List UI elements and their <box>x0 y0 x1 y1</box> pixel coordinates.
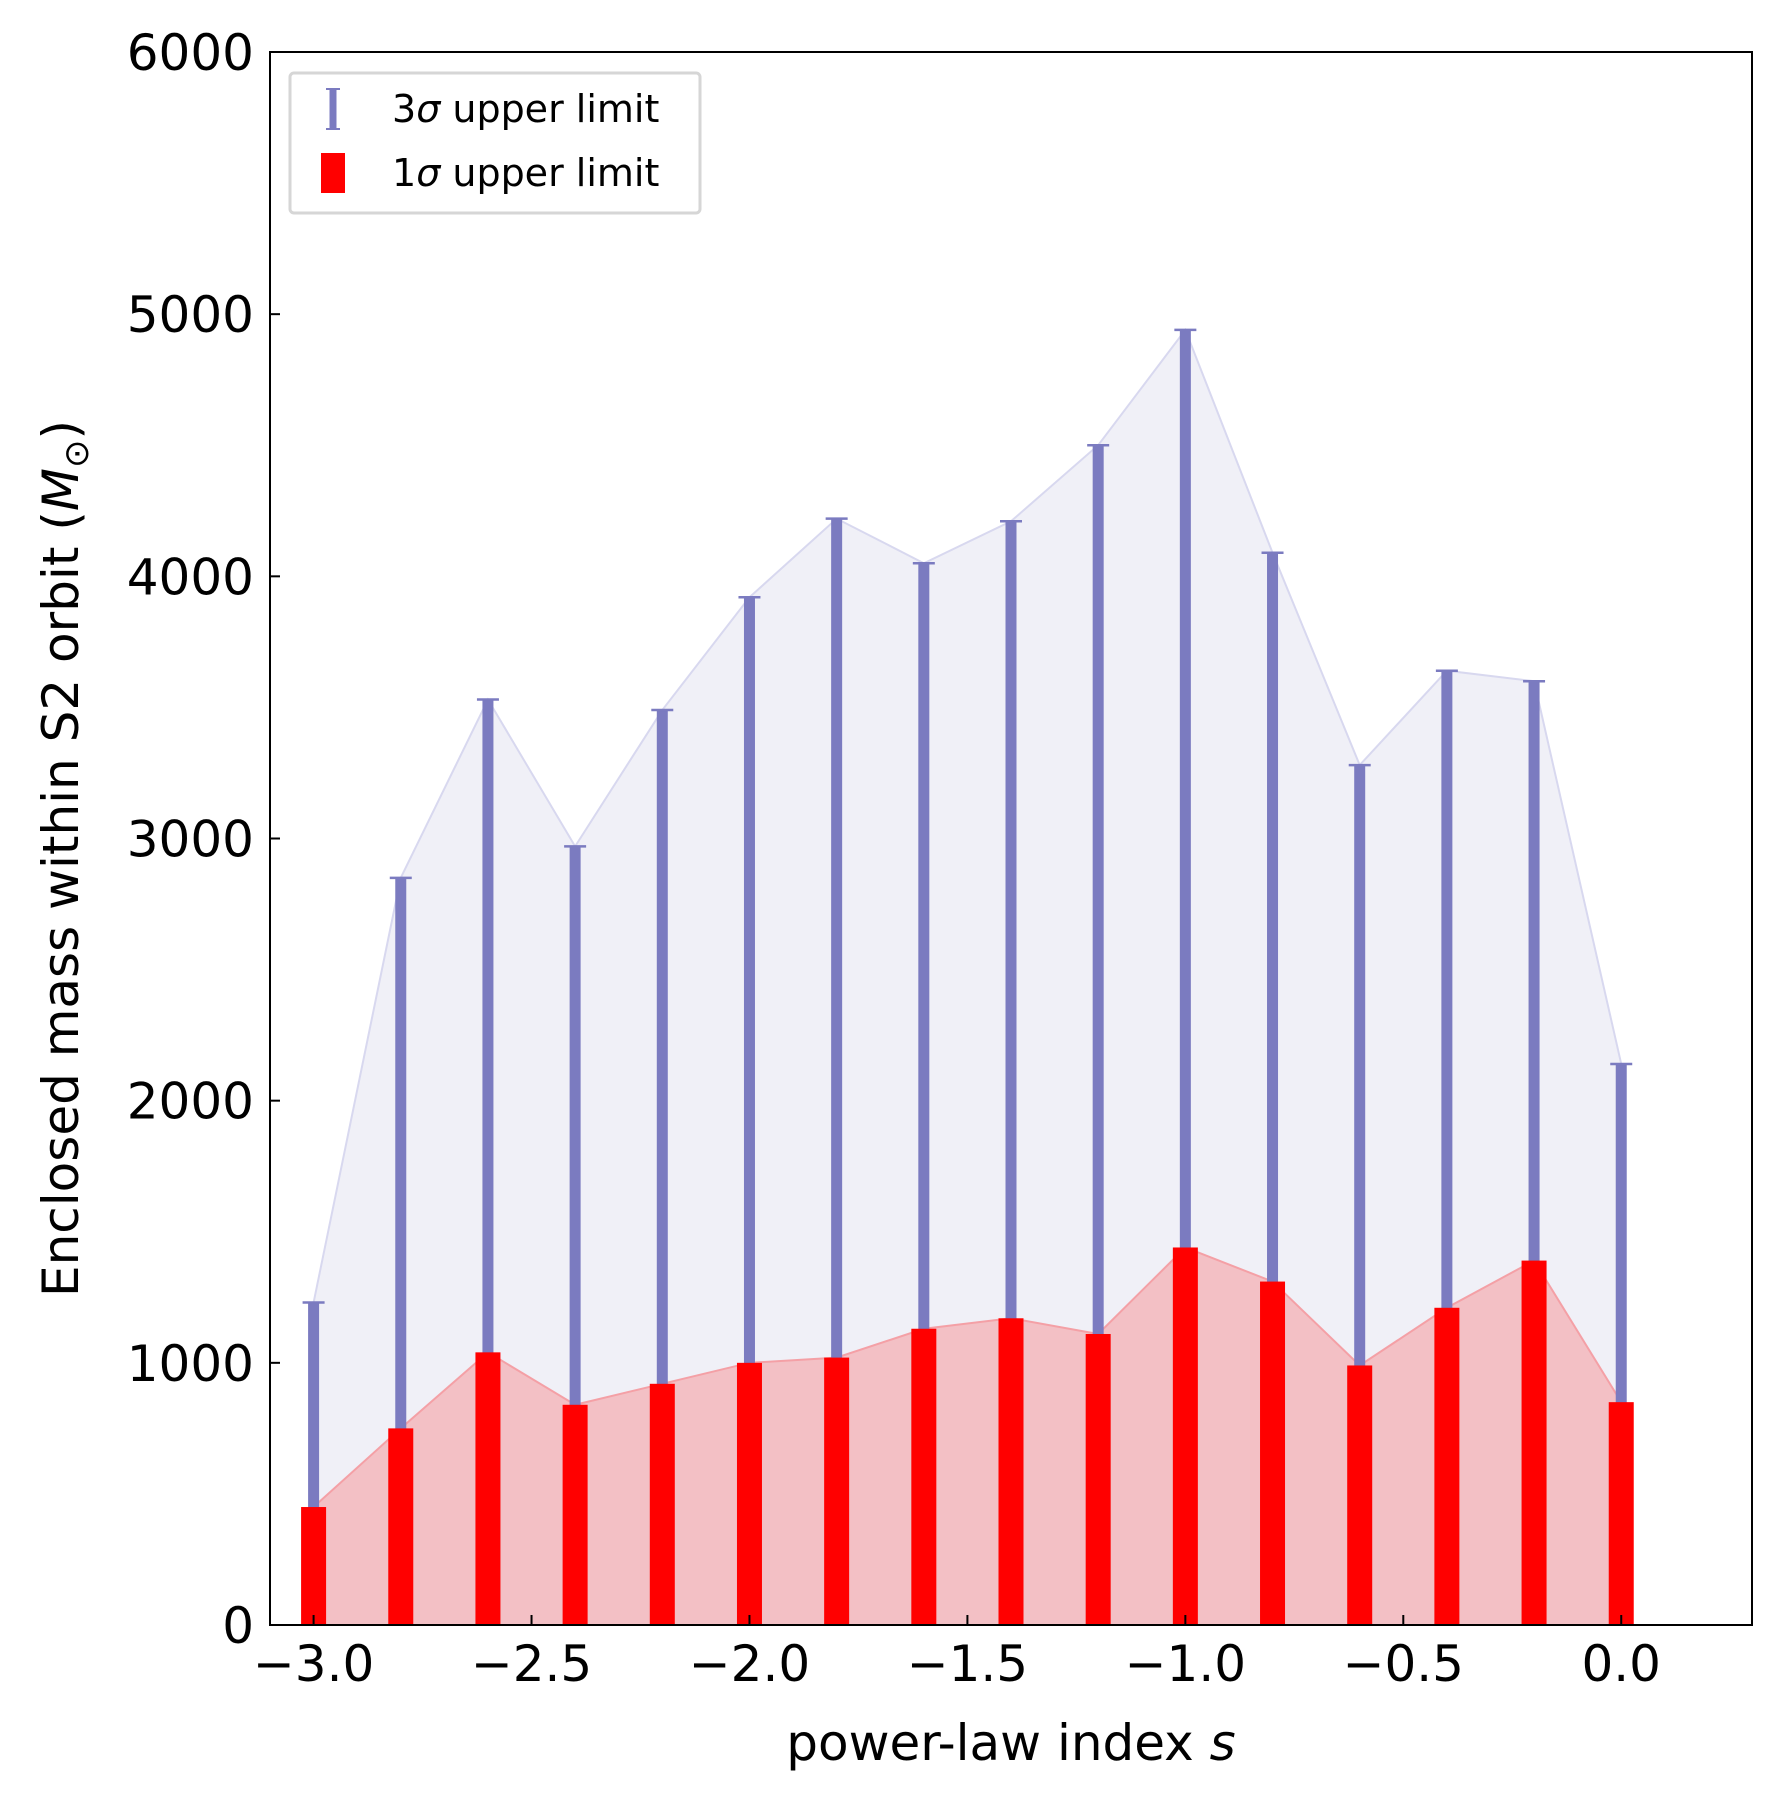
legend-bar-icon <box>321 153 345 193</box>
x-tick-label: −1.0 <box>1125 1635 1246 1693</box>
legend-label-prefix: 3 <box>392 87 416 131</box>
bar-1sigma <box>998 1318 1024 1625</box>
bar-1sigma <box>562 1404 588 1625</box>
legend-label-symbol: σ <box>416 151 442 195</box>
outline-1sigma <box>312 1246 1623 1508</box>
x-axis-label: power-law index s <box>786 1714 1235 1772</box>
x-axis-label-text: power-law index <box>786 1714 1194 1772</box>
y-axis-label-close: ) <box>32 420 90 440</box>
x-tick-label: 0.0 <box>1581 1635 1661 1693</box>
legend-label: 3σ upper limit <box>392 87 659 131</box>
y-axis-label-text: Enclosed mass within S2 orbit ( <box>32 511 90 1297</box>
bar-1sigma <box>1260 1281 1286 1625</box>
y-tick-label: 5000 <box>127 286 254 344</box>
bar-1sigma <box>1085 1333 1111 1625</box>
bar-1sigma <box>475 1352 501 1625</box>
legend-label: 1σ upper limit <box>392 151 659 195</box>
legend-box <box>288 71 702 215</box>
x-tick-label: −1.5 <box>907 1635 1028 1693</box>
fill-1sigma <box>313 1247 1622 1625</box>
legend-label-text: upper limit <box>440 151 659 195</box>
y-tick-label: 1000 <box>127 1335 254 1393</box>
bar-1sigma <box>649 1383 675 1625</box>
x-tick-label: −3.0 <box>253 1635 374 1693</box>
bar-1sigma <box>824 1357 850 1625</box>
bar-1sigma <box>1521 1260 1547 1625</box>
bar-1sigma <box>301 1507 327 1625</box>
x-axis-label-space <box>1194 1714 1210 1772</box>
y-axis-label-symbol: M <box>32 468 90 511</box>
bar-1sigma <box>911 1328 937 1625</box>
x-tick-label: −2.0 <box>689 1635 810 1693</box>
x-tick-label: −2.5 <box>471 1635 592 1693</box>
fill-layer <box>312 327 1623 1625</box>
ticks-layer: −3.0 −2.5 −2.0 −1.5 −1.0 −0.5 0.0 0 1000 2000 3000… <box>127 24 1661 1693</box>
bar-1sigma <box>1608 1402 1634 1625</box>
y-tick-label: 2000 <box>127 1073 254 1131</box>
legend-label-symbol: σ <box>416 87 442 131</box>
y-axis-label: Enclosed mass within S2 orbit (M⊙) <box>32 420 97 1297</box>
y-tick-label: 6000 <box>127 24 254 82</box>
x-axis-label-symbol: s <box>1210 1714 1236 1772</box>
y-tick-label: 0 <box>222 1597 254 1655</box>
bar-1sigma <box>1434 1307 1460 1625</box>
bar-1sigma <box>388 1428 414 1625</box>
y-axis-label-subscript: ⊙ <box>57 440 97 469</box>
bar-1sigma <box>736 1362 762 1625</box>
outline-3sigma <box>312 327 1623 1303</box>
legend-label-text: upper limit <box>440 87 659 131</box>
x-tick-label: −0.5 <box>1343 1635 1464 1693</box>
legend-label-prefix: 1 <box>392 151 416 195</box>
bar-1sigma <box>1347 1365 1373 1625</box>
marks-layer <box>301 328 1634 1625</box>
y-tick-label: 3000 <box>127 811 254 869</box>
bar-1sigma <box>1172 1247 1198 1625</box>
y-tick-label: 4000 <box>127 548 254 606</box>
